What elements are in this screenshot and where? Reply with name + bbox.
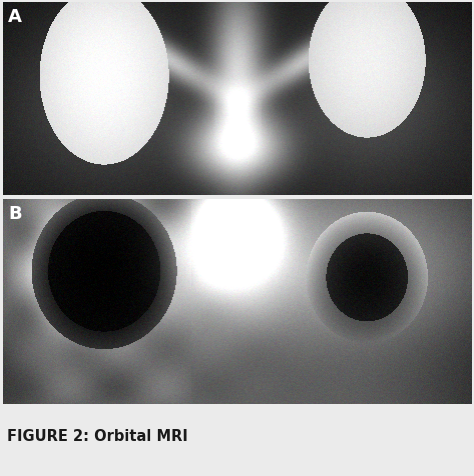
Text: FIGURE 2: Orbital MRI: FIGURE 2: Orbital MRI bbox=[7, 428, 188, 443]
Text: B: B bbox=[8, 205, 22, 223]
Text: A: A bbox=[8, 8, 22, 26]
